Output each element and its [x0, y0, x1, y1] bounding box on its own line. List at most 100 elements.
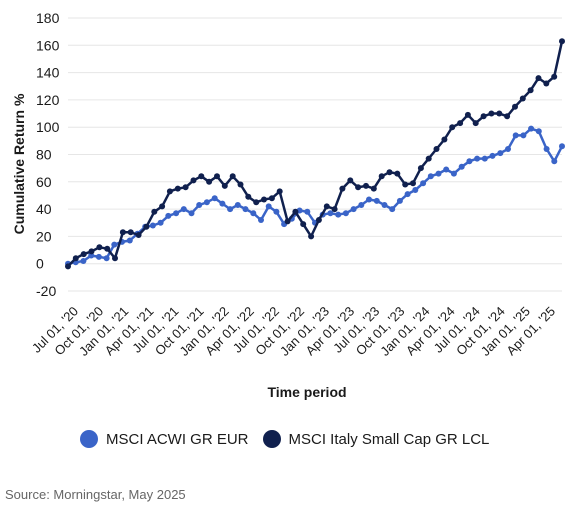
- data-point: [347, 177, 354, 184]
- data-point: [198, 173, 205, 180]
- data-point: [335, 211, 342, 218]
- data-point: [551, 73, 558, 80]
- data-point: [165, 212, 172, 219]
- data-point: [304, 208, 311, 215]
- data-point: [180, 206, 187, 213]
- data-point: [265, 203, 272, 210]
- data-point: [88, 248, 95, 255]
- source-note: Source: Morningstar, May 2025: [5, 487, 186, 502]
- data-point: [464, 111, 471, 118]
- y-tick-label: 20: [36, 228, 52, 244]
- data-point: [229, 173, 236, 180]
- data-point: [512, 132, 519, 139]
- data-point: [157, 219, 164, 226]
- data-point: [308, 233, 315, 240]
- data-point: [190, 177, 197, 184]
- legend-label-acwi: MSCI ACWI GR EUR: [106, 430, 249, 448]
- data-point: [119, 229, 126, 236]
- series-lines: [65, 38, 565, 270]
- data-point: [300, 221, 307, 228]
- y-tick-label: 120: [36, 92, 60, 108]
- legend-marker-italy-small-cap: [262, 430, 281, 448]
- data-point: [520, 132, 527, 139]
- data-point: [527, 87, 534, 94]
- data-point: [412, 187, 419, 193]
- legend-item-acwi[interactable]: MSCI ACWI GR EUR: [80, 430, 249, 448]
- data-point: [496, 110, 503, 117]
- data-point: [250, 210, 257, 217]
- data-point: [441, 136, 448, 143]
- data-point: [427, 173, 434, 180]
- data-point: [535, 128, 542, 135]
- data-point: [396, 197, 403, 204]
- y-tick-label: 80: [36, 147, 52, 163]
- data-point: [127, 229, 134, 236]
- data-point: [173, 210, 180, 217]
- data-point: [214, 173, 220, 180]
- data-point: [219, 200, 226, 207]
- data-point: [284, 218, 291, 225]
- data-point: [373, 197, 380, 204]
- data-point: [159, 203, 166, 210]
- data-point: [425, 155, 432, 162]
- data-point: [433, 146, 440, 152]
- legend-marker-acwi: [80, 430, 98, 448]
- data-point: [519, 95, 526, 102]
- data-point: [358, 202, 365, 208]
- data-point: [196, 202, 203, 208]
- data-point: [457, 120, 464, 127]
- data-point: [350, 206, 357, 213]
- data-point: [182, 184, 189, 191]
- data-point: [504, 113, 511, 120]
- data-point: [342, 210, 349, 217]
- data-point: [188, 210, 195, 217]
- data-point: [472, 120, 479, 127]
- data-point: [174, 185, 181, 192]
- data-point: [512, 103, 518, 110]
- data-point: [151, 208, 158, 215]
- data-point: [420, 180, 427, 187]
- data-point: [323, 203, 330, 210]
- data-point: [386, 169, 393, 176]
- data-point: [331, 206, 338, 213]
- gridlines: [68, 17, 562, 292]
- data-point: [528, 125, 535, 132]
- data-point: [65, 263, 71, 270]
- data-point: [535, 75, 542, 82]
- legend-item-italy-small-cap[interactable]: MSCI Italy Small Cap GR LCL: [262, 430, 489, 448]
- y-tick-label: 140: [36, 65, 60, 81]
- data-point: [242, 206, 249, 213]
- data-point: [221, 182, 228, 189]
- data-point: [394, 170, 401, 177]
- data-point: [435, 170, 442, 177]
- x-axis-title: Time period: [267, 384, 346, 400]
- data-point: [253, 199, 260, 206]
- data-point: [237, 181, 244, 188]
- data-point: [339, 185, 346, 192]
- data-point: [203, 199, 210, 206]
- data-point: [543, 80, 550, 87]
- data-point: [315, 217, 322, 223]
- data-point: [95, 253, 102, 260]
- series-line-0: [67, 127, 564, 265]
- y-axis-title: Cumulative Return %: [11, 93, 27, 234]
- data-point: [211, 195, 218, 202]
- data-point: [268, 195, 275, 202]
- data-point: [402, 181, 409, 188]
- data-point: [143, 223, 150, 230]
- data-point: [389, 206, 396, 213]
- data-point: [543, 146, 550, 152]
- data-point: [126, 237, 133, 244]
- data-point: [111, 241, 118, 248]
- data-point: [449, 124, 456, 131]
- data-point: [480, 113, 487, 120]
- data-point: [206, 178, 213, 185]
- data-point: [234, 202, 241, 208]
- data-point: [458, 163, 465, 170]
- data-point: [112, 255, 118, 262]
- data-point: [559, 38, 565, 45]
- y-tick-label: 60: [36, 174, 52, 190]
- series-line-1: [67, 40, 564, 268]
